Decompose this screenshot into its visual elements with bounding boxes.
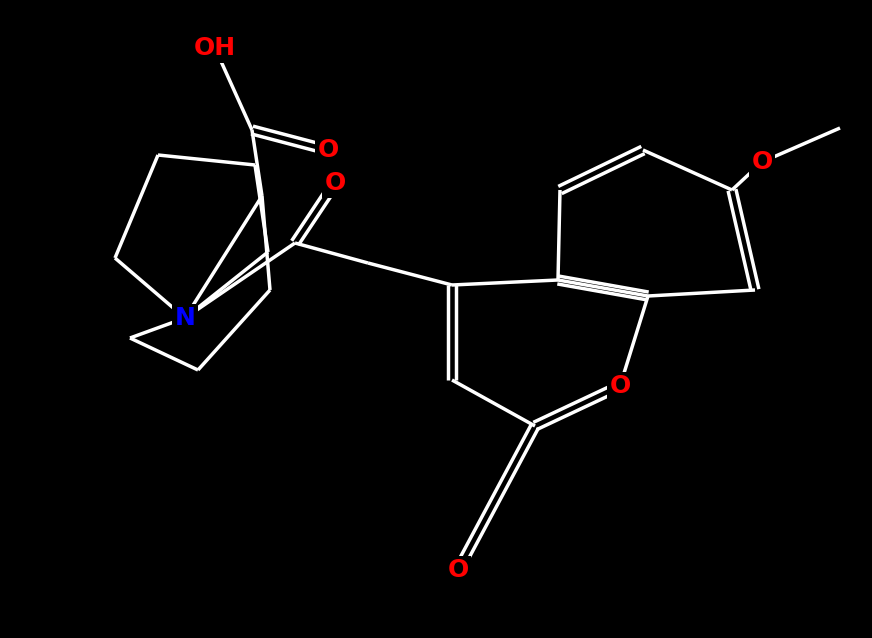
Text: O: O: [447, 558, 468, 582]
Text: O: O: [752, 150, 773, 174]
Text: O: O: [324, 171, 345, 195]
Text: OH: OH: [194, 36, 236, 60]
Text: N: N: [174, 306, 195, 330]
Text: O: O: [610, 374, 630, 398]
Text: O: O: [317, 138, 338, 162]
